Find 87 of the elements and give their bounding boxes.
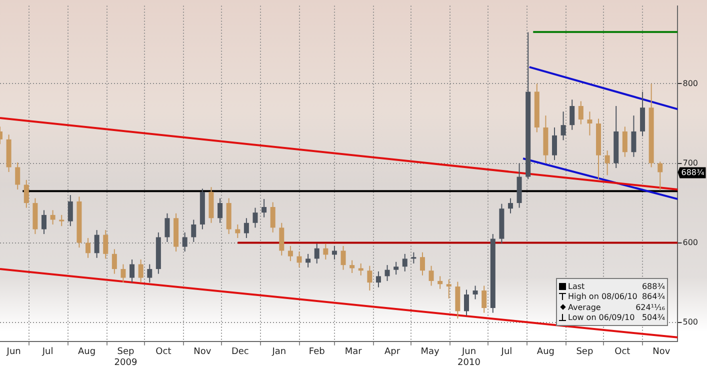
annotation: High on 08/06/10	[568, 292, 638, 302]
x-tick-label: Jun 2010	[458, 347, 481, 368]
candlestick	[244, 218, 249, 239]
candlestick	[402, 253, 408, 272]
y-tick-label: 700	[682, 158, 698, 168]
candlestick	[50, 210, 56, 225]
candlestick	[59, 214, 64, 227]
candlestick	[658, 161, 663, 191]
candlestick	[138, 258, 144, 284]
annotation: Average	[568, 302, 602, 312]
candlestick	[350, 260, 355, 274]
candlestick	[604, 150, 610, 176]
x-tick-label: Sep 2009	[114, 347, 138, 368]
candlestick	[578, 100, 584, 125]
candlestick	[42, 210, 47, 235]
x-tick-label: Dec	[231, 347, 249, 358]
candlestick	[464, 289, 469, 316]
candlestick	[288, 245, 293, 262]
candlestick	[482, 285, 487, 314]
candlestick	[332, 245, 337, 260]
x-tick-label: Aug	[536, 347, 554, 358]
candlestick	[394, 261, 399, 276]
candlestick	[420, 252, 425, 276]
candlestick	[262, 198, 267, 218]
candlestick	[560, 111, 566, 141]
candlestick	[438, 276, 443, 290]
candlestick	[191, 219, 196, 242]
y-tick-label: 800	[682, 78, 698, 88]
y-tick-label: 500	[682, 317, 698, 326]
annotation: 688¾	[642, 282, 665, 291]
x-tick-label: Oct	[614, 347, 631, 358]
annotation: Last	[568, 282, 586, 291]
candlestick	[112, 248, 117, 274]
candlestick	[314, 243, 320, 264]
candlestick	[94, 230, 100, 258]
annotation: 504¾	[642, 313, 665, 322]
candlestick	[640, 91, 646, 137]
x-tick-label: Apr	[384, 347, 400, 358]
candlestick	[120, 264, 126, 284]
candlestick	[411, 252, 416, 264]
x-tick-label: Jan	[271, 347, 286, 358]
annotation: 624¹¹⁄₁₆	[636, 302, 665, 312]
candlestick	[252, 207, 258, 228]
candlestick	[218, 198, 223, 224]
candlestick	[103, 230, 108, 260]
candlestick	[428, 265, 434, 286]
candlestick	[68, 194, 73, 227]
candlestick	[15, 162, 20, 190]
candlestick	[587, 111, 592, 136]
annotation: Low on 06/09/10	[568, 313, 636, 322]
candlestick	[130, 258, 135, 284]
x-tick-label: Aug	[78, 347, 96, 358]
candlestick	[367, 265, 372, 292]
candlestick	[323, 243, 328, 260]
candlestick	[622, 126, 628, 158]
text: 688¾	[681, 168, 704, 177]
candlestick	[384, 264, 390, 282]
x-tick-label: Nov	[652, 347, 671, 358]
candlestick	[306, 253, 311, 268]
x-tick-label: Nov	[194, 347, 212, 358]
candlestick	[570, 99, 575, 130]
candlestick	[508, 198, 513, 214]
candlestick	[631, 115, 636, 158]
candlestick	[164, 212, 170, 242]
x-tick-label: Jul	[500, 347, 512, 358]
candlestick	[279, 222, 284, 256]
x-tick-label: Jul	[41, 347, 54, 358]
candlestick	[86, 238, 91, 258]
candlestick	[296, 251, 302, 268]
candlestick	[270, 202, 276, 233]
candlestick	[340, 245, 346, 270]
x-tick-label: Sep	[576, 347, 594, 358]
y-tick-label: 600	[682, 238, 698, 247]
candlestick	[147, 264, 152, 284]
x-tick-label: Jun	[6, 347, 21, 358]
candlestick	[472, 285, 478, 300]
candlestick	[182, 232, 188, 252]
x-tick-label: May	[420, 347, 440, 358]
x-tick-label: Feb	[308, 347, 326, 358]
candlestick	[446, 278, 452, 299]
x-tick-label: Oct	[156, 347, 172, 358]
candlestick	[358, 262, 364, 276]
annotation: 864¾	[642, 292, 665, 302]
candlestick	[24, 179, 29, 208]
candlestick	[552, 126, 558, 161]
x-tick-label: Mar	[344, 347, 362, 358]
candlestick	[376, 270, 381, 288]
